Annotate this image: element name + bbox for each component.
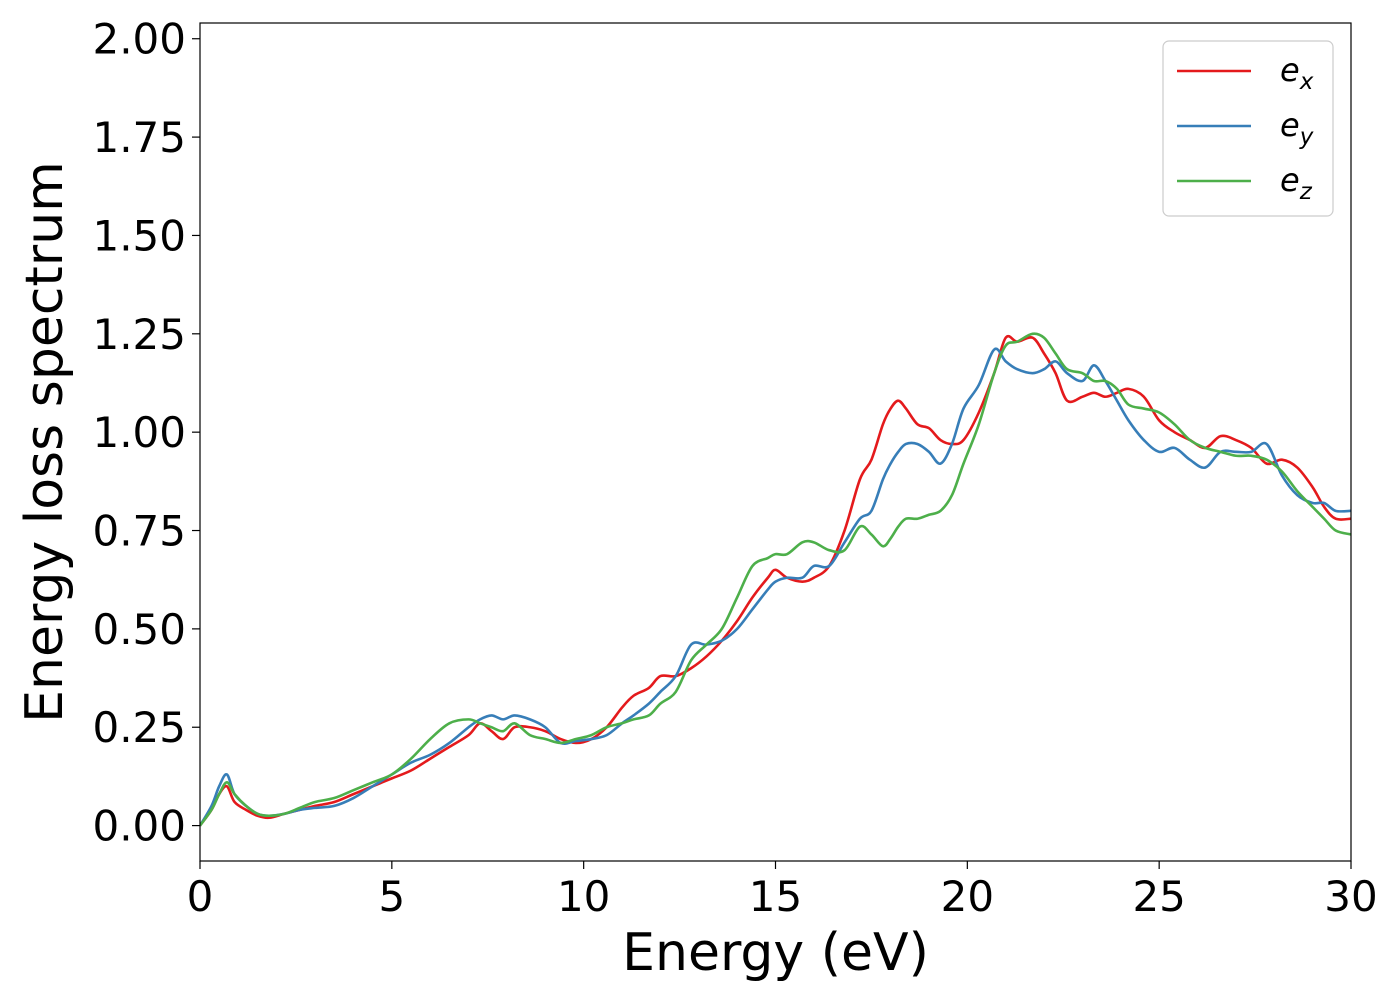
y-axis-ticks: 0.00 0.25 0.50 0.75 1.00 1.25 1.50 1.75 2.00 — [92, 15, 200, 851]
y-tick-label: 0.00 — [92, 802, 186, 851]
y-tick-label: 2.00 — [92, 15, 186, 64]
legend-label-z: ez — [1280, 161, 1313, 205]
series-line-x — [200, 334, 1351, 827]
x-tick-label: 25 — [1132, 872, 1185, 921]
legend-box — [1162, 40, 1334, 217]
y-tick-label: 1.50 — [92, 211, 186, 260]
y-tick-label: 1.75 — [92, 113, 186, 162]
plot-lines — [200, 332, 1351, 827]
x-tick-label: 0 — [187, 872, 214, 921]
x-axis-ticks: 0 5 10 15 20 25 30 — [187, 861, 1378, 921]
legend-label-base: e — [1280, 106, 1300, 144]
x-axis-label: Energy (eV) — [622, 923, 929, 983]
x-tick-label: 10 — [557, 872, 610, 921]
legend-label-x: ex — [1280, 51, 1314, 95]
series-line-z — [200, 332, 1351, 827]
x-tick-label: 20 — [941, 872, 994, 921]
series-line-y — [200, 347, 1351, 827]
x-tick-label: 30 — [1324, 872, 1377, 921]
legend-label-base: e — [1280, 161, 1300, 199]
y-tick-label: 0.50 — [92, 605, 186, 654]
y-tick-label: 0.25 — [92, 703, 186, 752]
x-tick-label: 15 — [749, 872, 802, 921]
y-tick-label: 1.25 — [92, 310, 186, 359]
legend-label-subscript: y — [1299, 124, 1314, 150]
y-tick-label: 0.75 — [92, 507, 186, 556]
y-tick-label: 1.00 — [92, 408, 186, 457]
y-axis-label: Energy loss spectrum — [15, 161, 75, 723]
legend-label-y: ey — [1280, 106, 1314, 150]
legend-label-base: e — [1280, 51, 1300, 89]
legend-label-subscript: z — [1299, 179, 1313, 205]
legend-label-subscript: x — [1299, 69, 1314, 95]
x-tick-label: 5 — [378, 872, 405, 921]
